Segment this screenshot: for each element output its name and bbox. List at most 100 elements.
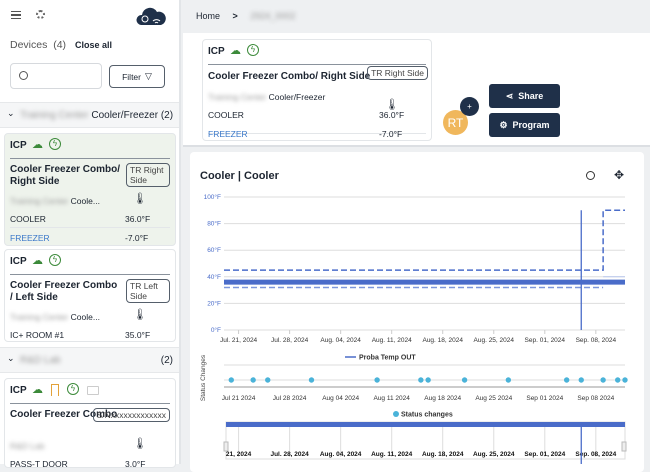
navigator-tick-label: Sep. 08, 2024 (575, 451, 616, 458)
temperature-chart[interactable]: 0°F 20°F 40°F 60°F 80°F 100°F Jul. 21, 2024 Jul… (190, 185, 644, 464)
location-blurred: Training Center (208, 92, 267, 102)
add-user-button[interactable]: + (460, 97, 479, 116)
x-tick-label: Aug. 25, 2024 (474, 337, 515, 344)
share-button[interactable]: ⋖ Share (489, 84, 560, 108)
status-point (308, 377, 315, 383)
location-blurred: Training Center (10, 196, 69, 206)
power-icon: ϟ (247, 44, 259, 56)
breadcrumb: Home > 2924_0002 (196, 11, 295, 21)
status-point (615, 377, 621, 383)
device-card[interactable]: ICP ☁ ϟ Cooler Freezer Combo/ Right Side… (4, 133, 176, 246)
close-all-link[interactable]: Close all (75, 40, 113, 50)
reading-label: IC+ ROOM #1 (10, 330, 65, 340)
status-point (265, 377, 271, 383)
status-point (505, 377, 512, 383)
chart-title: Cooler | Cooler (200, 170, 279, 182)
program-label: Program (512, 120, 550, 130)
share-label: Share (518, 91, 544, 101)
battery-icon (87, 386, 99, 395)
y-tick-label: 40°F (207, 273, 221, 281)
x-tick-label: Jul 28 2024 (273, 395, 307, 402)
reading-label: COOLER (10, 214, 46, 224)
status-point (374, 377, 380, 383)
device-tag: TR Right Side (367, 66, 428, 80)
navigator-tick-label: Jul. 28, 2024 (270, 451, 309, 458)
legend-label: Status changes (401, 412, 453, 419)
device-type: ICP (10, 256, 27, 267)
logo-icon (136, 7, 166, 25)
search-field[interactable] (33, 68, 97, 83)
device-tag: TR Right Side (126, 163, 170, 187)
x-tick-label: Aug. 18, 2024 (422, 337, 463, 344)
status-point (578, 377, 584, 383)
x-tick-label: Aug 11 2024 (373, 395, 410, 402)
power-icon: ϟ (49, 254, 61, 266)
chart-card (190, 152, 644, 472)
reading-value: 36.0°F (379, 110, 405, 120)
navigator-tick-label: Aug. 11, 2024 (371, 451, 413, 458)
group-count: (2) (160, 355, 173, 366)
chevron-right-icon: > (232, 11, 238, 21)
share-icon: ⋖ (505, 90, 514, 101)
group-header[interactable]: ⌄ R&D Lab (2) (0, 347, 179, 373)
legend-label: Proba Temp OUT (359, 355, 416, 362)
y-tick-label: 0°F (211, 326, 221, 334)
y-axis-label: Status Changes (200, 354, 207, 401)
device-type: ICP (10, 385, 27, 396)
device-title: Cooler Freezer Combo/ Right Side (208, 71, 371, 82)
device-title: Cooler Freezer Combo/ Right Side (10, 164, 121, 187)
device-title: Cooler Freezer Combo / Left Side (10, 280, 118, 303)
cloud-icon: ☁ (32, 139, 43, 151)
x-tick-label: Sep. 01, 2024 (525, 337, 566, 344)
reading-value: 3.0°F (125, 459, 146, 469)
y-tick-label: 100°F (204, 193, 221, 201)
thermometer-icon: 🌡 (133, 193, 147, 205)
navigator-tick-label: Aug. 04, 2024 (320, 451, 362, 458)
devices-label: Devices (10, 39, 48, 51)
search-icon (19, 71, 28, 80)
location-blurred: Training Center (10, 312, 69, 322)
gear-icon[interactable] (36, 10, 45, 19)
status-point (622, 377, 628, 383)
cloud-icon: ☁ (230, 45, 241, 57)
gear-icon: ⚙ (499, 119, 508, 130)
program-button[interactable]: ⚙ Program (489, 113, 560, 137)
status-point (228, 377, 234, 383)
group-name-blurred: Training Center (20, 110, 89, 121)
menu-icon[interactable] (11, 11, 21, 19)
x-tick-label: Jul. 28, 2024 (271, 337, 309, 344)
location: Coole... (70, 196, 100, 206)
x-tick-label: Sep 01 2024 (526, 395, 563, 402)
navigator-tick-label: Aug. 18, 2024 (422, 451, 464, 458)
device-card[interactable]: ICP ☁ ϟ Cooler Freezer Combo / Left Side… (4, 249, 176, 342)
upper-limit-line (224, 209, 625, 271)
device-title: Cooler Freezer Combo (10, 409, 118, 420)
search-input[interactable] (10, 63, 102, 89)
status-point (461, 377, 468, 383)
navigator-series (226, 422, 625, 427)
filter-button[interactable]: Filter ▽ (109, 65, 165, 88)
location: Cooler/Freezer (268, 92, 326, 102)
group-header[interactable]: ⌄ Training Center Cooler/Freezer (2) (0, 102, 179, 128)
x-tick-label: Aug. 11, 2024 (372, 337, 412, 344)
reading-label: COOLER (208, 110, 244, 120)
reading-value: -7.0°F (125, 233, 149, 243)
device-detail-card: ICP ☁ ϟ Cooler Freezer Combo/ Right Side… (202, 39, 432, 141)
zoom-icon[interactable] (586, 171, 595, 180)
sidebar: Devices (4) Close all Filter ▽ ⌄ Training … (0, 0, 181, 469)
door-icon (51, 384, 59, 396)
device-card[interactable]: ICP ☁ ϟ Cooler Freezer Combo S/Nxxxxxxxx… (4, 378, 176, 469)
status-point (250, 377, 256, 383)
navigator-handle-left[interactable] (223, 441, 229, 452)
navigator (225, 421, 626, 460)
group-name-blurred: R&D Lab (20, 355, 61, 366)
reading-value: 36.0°F (125, 214, 151, 224)
reading-value: -7.0°F (379, 129, 403, 139)
reading-label: FREEZER (10, 233, 50, 243)
reading-label: PASS-T DOOR (10, 459, 68, 469)
status-point (418, 377, 424, 383)
breadcrumb-home[interactable]: Home (196, 11, 221, 21)
pan-icon[interactable]: ✥ (614, 168, 625, 182)
navigator-handle-right[interactable] (621, 441, 627, 452)
x-tick-label: Aug 04 2024 (322, 395, 359, 402)
